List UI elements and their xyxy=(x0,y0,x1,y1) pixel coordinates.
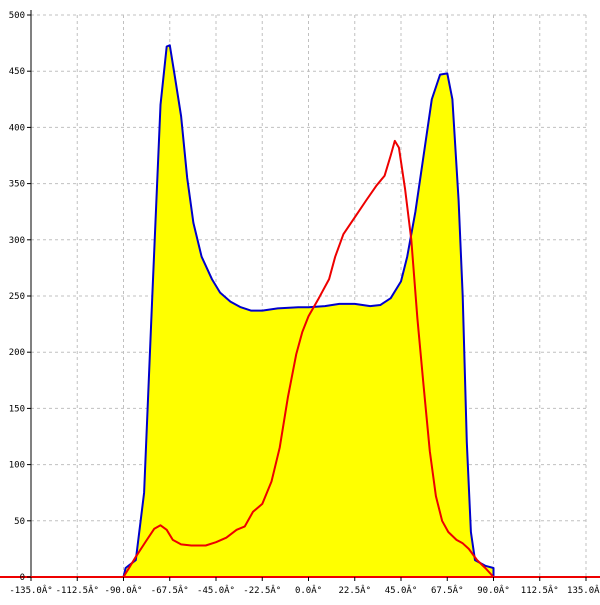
y-tick-label: 0 xyxy=(20,573,25,583)
x-tick-label: 112.5Â° xyxy=(521,584,559,596)
x-tick-label: -22.5Â° xyxy=(243,584,281,596)
y-tick-label: 400 xyxy=(9,123,25,133)
y-tick-label: 350 xyxy=(9,180,25,190)
x-tick-label: 135.0Â° xyxy=(567,584,600,596)
x-tick-label: 67.5Â° xyxy=(431,584,464,596)
x-tick-label: 45.0Â° xyxy=(385,584,418,596)
y-tick-label: 250 xyxy=(9,292,25,302)
x-tick-label: -45.0Â° xyxy=(197,584,235,596)
plot-area xyxy=(122,44,495,578)
axes xyxy=(0,10,600,581)
y-tick-label: 200 xyxy=(9,348,25,358)
x-tick-label: -67.5Â° xyxy=(151,584,189,596)
y-tick-label: 500 xyxy=(9,11,25,21)
x-tick-label: -112.5Â° xyxy=(56,584,99,596)
y-tick-label: 150 xyxy=(9,404,25,414)
x-tick-label: 90.0Â° xyxy=(477,584,510,596)
x-tick-label: -135.0Â° xyxy=(9,584,52,596)
x-tick-label: -90.0Â° xyxy=(105,584,143,596)
series-line-1 xyxy=(122,44,495,578)
y-tick-label: 100 xyxy=(9,461,25,471)
y-tick-label: 50 xyxy=(14,517,25,527)
x-tick-label: 22.5Â° xyxy=(338,584,371,596)
series-line-2 xyxy=(122,139,495,578)
y-tick-label: 300 xyxy=(9,236,25,246)
tick-labels: 0 50 100 150 200 250 300 350 400 450 500 -135.0Â° -1… xyxy=(9,11,600,596)
y-tick-label: 450 xyxy=(9,67,25,77)
series-area-fill xyxy=(123,45,494,578)
x-tick-label: 0.0Â° xyxy=(295,584,322,596)
